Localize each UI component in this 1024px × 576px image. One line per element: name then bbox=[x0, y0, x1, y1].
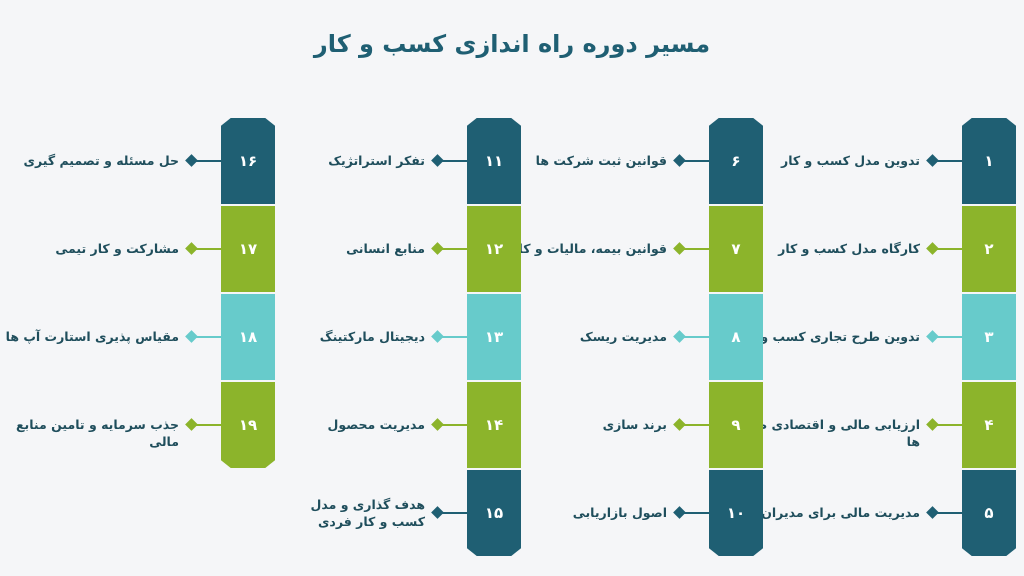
connector-line bbox=[185, 418, 221, 431]
diamond-marker-icon bbox=[431, 506, 444, 519]
connector-line bbox=[431, 506, 467, 519]
step-label: تدوین طرح تجاری کسب و کار bbox=[736, 329, 920, 344]
step-number-badge: ۱۱ bbox=[467, 118, 521, 204]
step-label: تدوین مدل کسب و کار bbox=[781, 153, 920, 168]
diamond-marker-icon bbox=[673, 418, 686, 431]
step-label: منابع انسانی bbox=[346, 241, 425, 256]
step-number-badge: ۶ bbox=[709, 118, 763, 204]
connector-line bbox=[673, 154, 709, 167]
connector-line bbox=[431, 418, 467, 431]
column-4: ۱۶ ۱۷ ۱۸ ۱۹ bbox=[221, 118, 275, 556]
step-number-badge: ۱۵ bbox=[467, 470, 521, 556]
diamond-marker-icon bbox=[926, 506, 939, 519]
step-label: مقیاس پذیری استارت آپ ها bbox=[5, 329, 179, 344]
step-number-badge: ۸ bbox=[709, 294, 763, 380]
step-number-badge: ۳ bbox=[962, 294, 1016, 380]
diamond-marker-icon bbox=[926, 418, 939, 431]
step-number-badge: ۱۳ bbox=[467, 294, 521, 380]
step-number-badge: ۱۰ bbox=[709, 470, 763, 556]
connector-line bbox=[185, 154, 221, 167]
diamond-marker-icon bbox=[926, 154, 939, 167]
connector-line bbox=[926, 242, 962, 255]
step-label: مدیریت محصول bbox=[327, 417, 425, 432]
diagram-title: مسیر دوره راه اندازی کسب و کار bbox=[313, 30, 711, 58]
diamond-marker-icon bbox=[926, 242, 939, 255]
step-number-badge: ۱۸ bbox=[221, 294, 275, 380]
diamond-marker-icon bbox=[431, 154, 444, 167]
diamond-marker-icon bbox=[431, 418, 444, 431]
diamond-marker-icon bbox=[673, 330, 686, 343]
step-number-badge: ۹ bbox=[709, 382, 763, 468]
column-3: ۱۱ ۱۲ ۱۳ ۱۴ ۱۵ bbox=[467, 118, 521, 556]
diamond-marker-icon bbox=[431, 330, 444, 343]
step-label: دیجیتال مارکتینگ bbox=[319, 329, 425, 344]
step-number-badge: ۱۴ bbox=[467, 382, 521, 468]
step-label: مدیریت مالی برای مدیران bbox=[761, 505, 920, 520]
diamond-marker-icon bbox=[673, 154, 686, 167]
step-number-badge: ۱۹ bbox=[221, 382, 275, 468]
step-number-badge: ۷ bbox=[709, 206, 763, 292]
diamond-marker-icon bbox=[185, 154, 198, 167]
connector-line bbox=[926, 330, 962, 343]
step-label: قوانین ثبت شرکت ها bbox=[535, 153, 667, 168]
step-label: مدیریت ریسک bbox=[579, 329, 667, 344]
step-number-badge: ۵ bbox=[962, 470, 1016, 556]
connector-line bbox=[431, 330, 467, 343]
connector-line bbox=[673, 418, 709, 431]
diamond-marker-icon bbox=[926, 330, 939, 343]
connector-line bbox=[185, 330, 221, 343]
connector-line bbox=[926, 154, 962, 167]
step-number-badge: ۴ bbox=[962, 382, 1016, 468]
diamond-marker-icon bbox=[673, 506, 686, 519]
diamond-marker-icon bbox=[185, 418, 198, 431]
connector-line bbox=[673, 506, 709, 519]
step-label: برند سازی bbox=[602, 417, 667, 432]
connector-line bbox=[926, 418, 962, 431]
step-label: تفکر استراتژیک bbox=[328, 153, 425, 168]
diamond-marker-icon bbox=[185, 242, 198, 255]
connector-line bbox=[673, 242, 709, 255]
step-label: جذب سرمایه و تامین منابع مالی bbox=[16, 417, 179, 449]
connector-line bbox=[926, 506, 962, 519]
connector-line bbox=[185, 242, 221, 255]
connector-line bbox=[431, 154, 467, 167]
step-number-badge: ۱ bbox=[962, 118, 1016, 204]
diamond-marker-icon bbox=[431, 242, 444, 255]
step-number-badge: ۱۷ bbox=[221, 206, 275, 292]
step-label: ارزیابی مالی و اقتصادی طرح ها bbox=[738, 417, 920, 449]
connector-line bbox=[673, 330, 709, 343]
step-label: مشارکت و کار تیمی bbox=[55, 241, 179, 256]
step-label: کارگاه مدل کسب و کار bbox=[778, 241, 920, 256]
step-label: هدف گذاری و مدل کسب و کار فردی bbox=[310, 497, 425, 529]
column-2: ۶ ۷ ۸ ۹ ۱۰ bbox=[709, 118, 763, 556]
step-number-badge: ۱۶ bbox=[221, 118, 275, 204]
connector-line bbox=[431, 242, 467, 255]
diamond-marker-icon bbox=[185, 330, 198, 343]
step-label: قوانین بیمه، مالیات و کار bbox=[511, 241, 667, 256]
step-number-badge: ۲ bbox=[962, 206, 1016, 292]
step-number-badge: ۱۲ bbox=[467, 206, 521, 292]
diamond-marker-icon bbox=[673, 242, 686, 255]
step-label: اصول بازاریابی bbox=[572, 505, 667, 520]
step-label: حل مسئله و تصمیم گیری bbox=[23, 153, 180, 168]
